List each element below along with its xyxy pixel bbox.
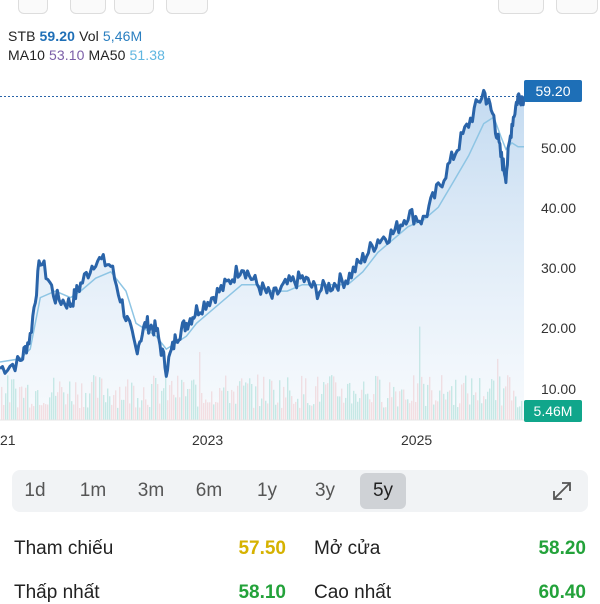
timeframe-selector: 1d 1m 3m 6m 1y 3y 5y: [12, 470, 588, 512]
stat-open-value: 58.20: [538, 538, 586, 559]
stat-open-label: Mở cửa: [314, 538, 381, 559]
legend-price: 59.20: [39, 28, 76, 44]
stat-reference: Tham chiếu 57.50: [14, 538, 286, 560]
y-tick-30: 30.00: [540, 260, 576, 276]
legend-ma10-value: 53.10: [48, 47, 85, 63]
legend-vol-label: Vol: [79, 28, 99, 44]
price-chart[interactable]: [0, 0, 600, 460]
share-button[interactable]: [556, 0, 598, 14]
last-volume-tag: 5.46M: [524, 400, 582, 422]
legend-ma10-label: MA10: [8, 47, 45, 63]
price-area-fill: [0, 90, 524, 421]
stat-high: Cao nhất 60.40: [314, 582, 586, 604]
draw-tool-button[interactable]: [166, 0, 208, 14]
y-tick-10: 10.00: [540, 381, 576, 397]
fx-button[interactable]: [114, 0, 154, 14]
chart-type-button[interactable]: [18, 0, 48, 14]
legend-ma50-label: MA50: [88, 47, 126, 63]
tab-1y[interactable]: 1y: [256, 480, 278, 501]
x-tick-2025: 2025: [401, 432, 433, 448]
tab-1m[interactable]: 1m: [79, 480, 107, 501]
legend-symbol: STB: [8, 28, 36, 44]
tab-6m[interactable]: 6m: [195, 480, 223, 501]
top-toolbar: [0, 0, 600, 18]
stat-high-value: 60.40: [538, 582, 586, 603]
tab-1d[interactable]: 1d: [24, 480, 46, 501]
y-tick-50: 50.00: [540, 140, 576, 156]
y-tick-20: 20.00: [540, 320, 576, 336]
tab-3m[interactable]: 3m: [137, 480, 165, 501]
stat-low-label: Thấp nhất: [14, 582, 100, 603]
x-tick-2023: 2023: [192, 432, 224, 448]
stat-low-value: 58.10: [238, 582, 286, 603]
legend-ma50-value: 51.38: [129, 47, 166, 63]
x-tick-2021: 21: [0, 432, 16, 448]
tab-3y[interactable]: 3y: [314, 480, 336, 501]
stat-open: Mở cửa 58.20: [314, 538, 586, 560]
legend-vol-value: 5,46M: [102, 28, 143, 44]
stat-low: Thấp nhất 58.10: [14, 582, 286, 604]
stat-high-label: Cao nhất: [314, 582, 392, 603]
expand-icon[interactable]: [550, 479, 574, 503]
legend-price-row: STB 59.20 Vol 5,46M: [8, 28, 142, 44]
y-tick-40: 40.00: [540, 200, 576, 216]
tab-5y[interactable]: 5y: [360, 473, 406, 509]
settings-button[interactable]: [498, 0, 544, 14]
legend-ma-row: MA10 53.10 MA50 51.38: [8, 47, 165, 63]
stat-reference-value: 57.50: [238, 538, 286, 559]
price-line: [0, 88, 526, 378]
last-price-tag: 59.20: [524, 80, 582, 102]
stat-reference-label: Tham chiếu: [14, 538, 114, 559]
indicator-button[interactable]: [70, 0, 106, 14]
